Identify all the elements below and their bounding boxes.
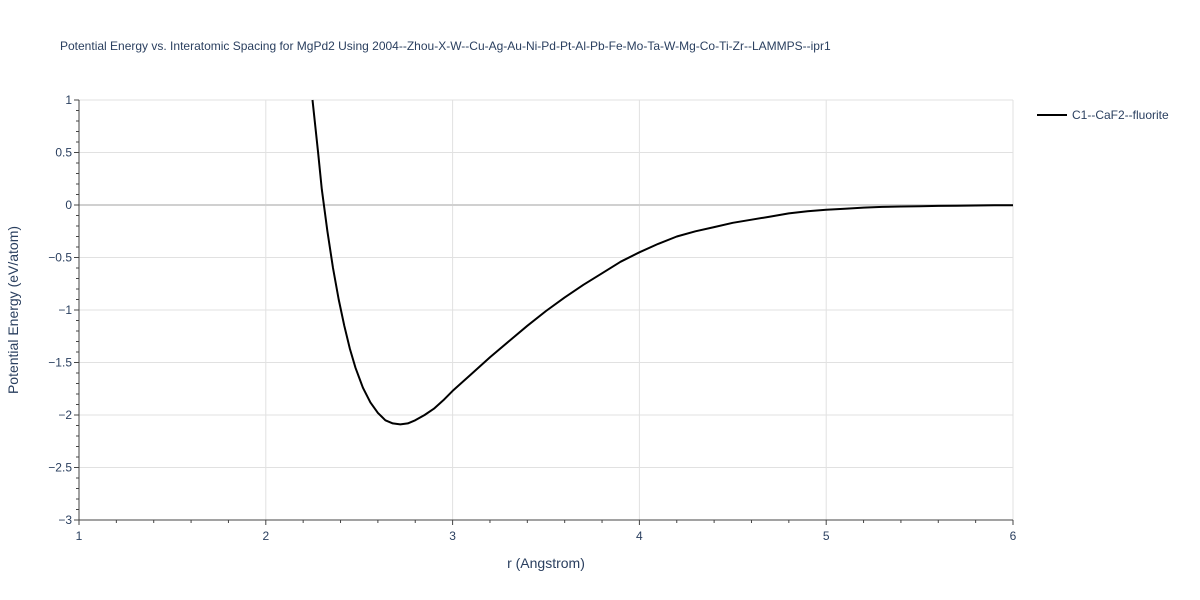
axes-layer: 1 2 3 4 5 6 1 0.5 0 −0.5 −1 −1.5 −2 −2.5 −3: [48, 93, 1016, 543]
x-tick-label: 1: [76, 529, 83, 543]
y-tick-label: −2.5: [48, 461, 72, 475]
series-line[interactable]: [311, 99, 1014, 426]
y-tick-label: −1.5: [48, 356, 72, 370]
legend-label: C1--CaF2--fluorite: [1072, 108, 1169, 122]
x-tick-label: 5: [823, 529, 830, 543]
y-axis-label: Potential Energy (eV/atom): [5, 226, 21, 394]
x-tick-label: 3: [449, 529, 456, 543]
x-axis-label: r (Angstrom): [507, 555, 585, 571]
x-tick-label: 4: [636, 529, 643, 543]
x-tick-label: 6: [1010, 529, 1017, 543]
y-tick-label: −3: [58, 513, 72, 527]
x-tick-label: 2: [262, 529, 269, 543]
y-tick-label: −0.5: [48, 251, 72, 265]
y-tick-label: 0.5: [55, 146, 72, 160]
series-layer: [311, 99, 1014, 426]
y-tick-label: −2: [58, 408, 72, 422]
legend[interactable]: C1--CaF2--fluorite: [1037, 108, 1169, 122]
y-tick-label: −1: [58, 303, 72, 317]
y-tick-label: 1: [65, 93, 72, 107]
grid-layer: [79, 99, 1014, 520]
y-tick-label: 0: [65, 198, 72, 212]
chart-title: Potential Energy vs. Interatomic Spacing…: [60, 39, 831, 53]
